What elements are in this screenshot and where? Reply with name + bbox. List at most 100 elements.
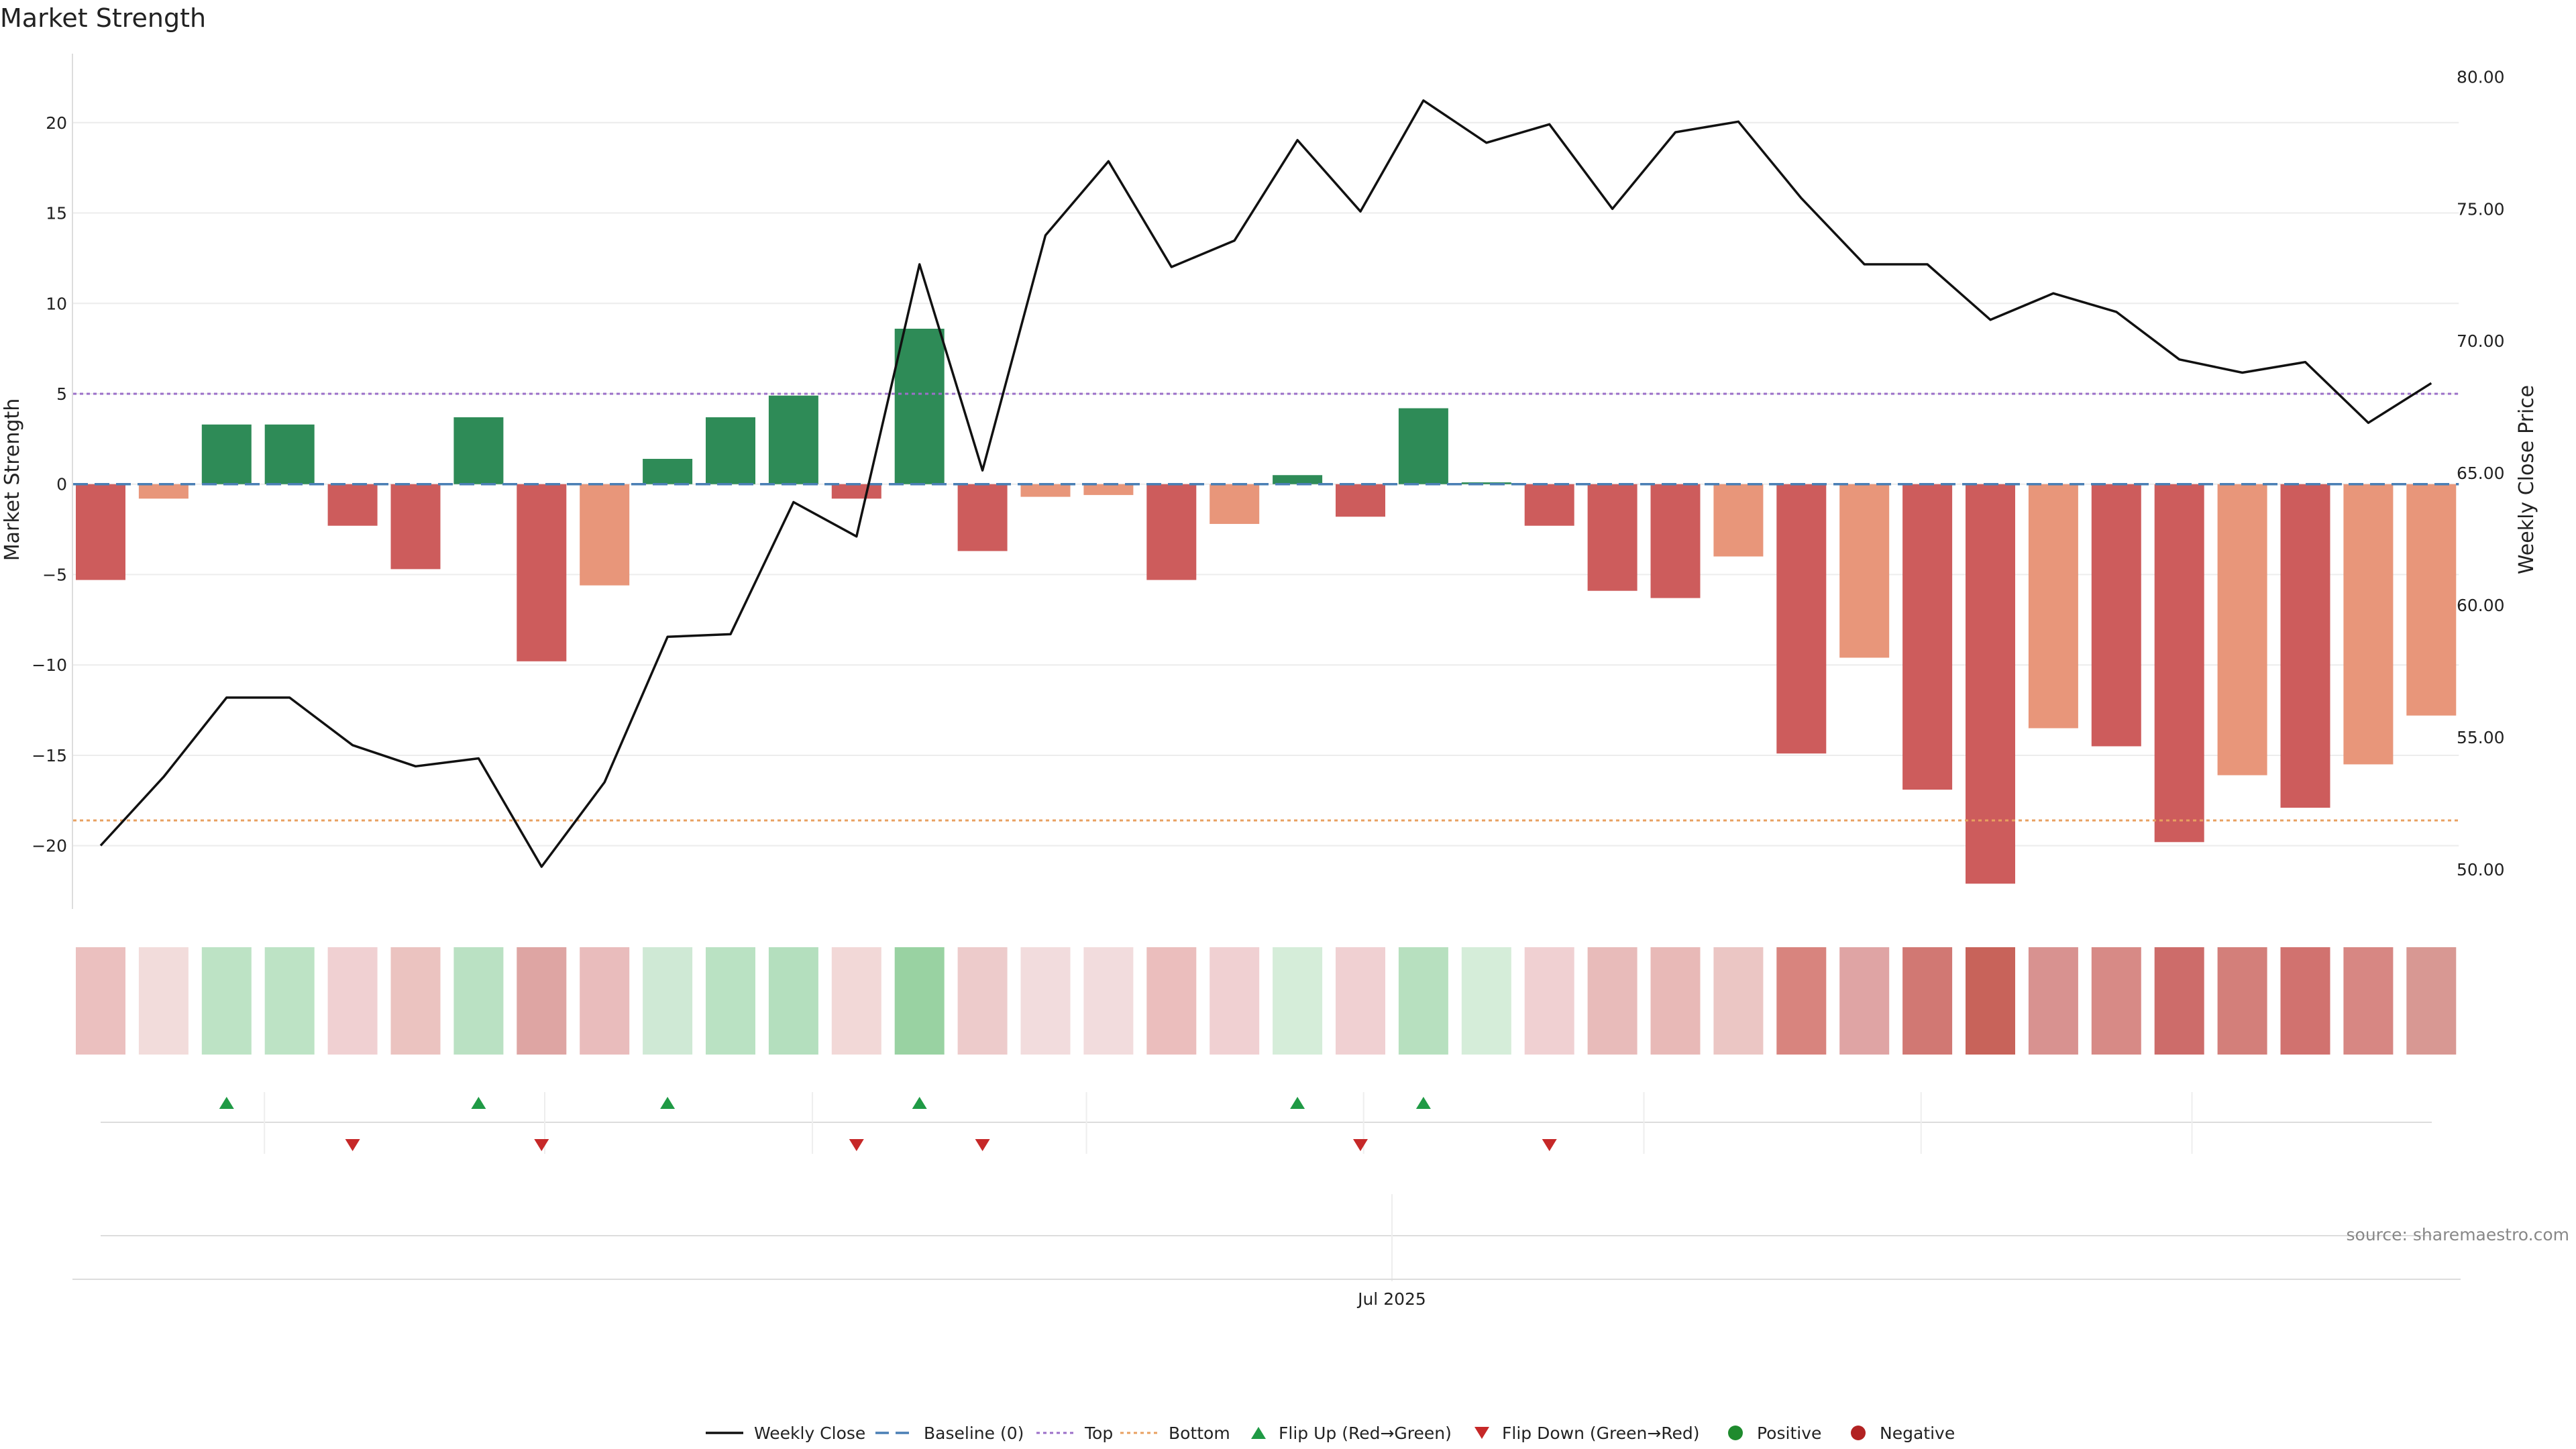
- strength-heat-strip: [76, 947, 2457, 1055]
- strength-bar: [1587, 484, 1638, 591]
- right-tick-label: 60.00: [2457, 596, 2505, 615]
- weekly-close-line-group: [99, 99, 2432, 868]
- legend-dot-symbol: [1728, 1426, 1743, 1440]
- strength-bar: [390, 484, 441, 570]
- flip-down-marker: [975, 1139, 990, 1151]
- strength-bar: [894, 328, 945, 484]
- strength-bar: [138, 484, 189, 499]
- heat-cell: [2091, 947, 2141, 1055]
- legend-item: Bottom: [1120, 1424, 1230, 1443]
- strength-bar: [706, 417, 755, 484]
- heat-cell: [580, 947, 630, 1055]
- heat-cell: [1839, 947, 1890, 1055]
- flip-down-marker: [849, 1139, 864, 1151]
- legend-item: Positive: [1728, 1424, 1821, 1443]
- heat-cell: [1966, 947, 2015, 1055]
- left-tick-label: 15: [46, 204, 67, 223]
- strength-bar: [1336, 484, 1385, 517]
- flip-down-marker: [1542, 1139, 1557, 1151]
- legend-item: Weekly Close: [706, 1424, 865, 1443]
- heat-cell: [643, 947, 693, 1055]
- strength-bar: [2406, 484, 2457, 716]
- flip-up-marker: [660, 1097, 676, 1109]
- right-tick-label: 65.00: [2457, 464, 2505, 483]
- x-tick-label: Jul 2025: [1356, 1289, 1426, 1309]
- legend-item: Flip Down (Green→Red): [1474, 1424, 1700, 1443]
- heat-cell: [327, 947, 378, 1055]
- heat-cell: [1083, 947, 1134, 1055]
- legend-label: Flip Up (Red→Green): [1279, 1424, 1452, 1443]
- heat-cell: [1524, 947, 1574, 1055]
- legend: Weekly Close Baseline (0) Top Bottom Flip Up…: [706, 1424, 1955, 1443]
- strength-bar: [1966, 484, 2015, 884]
- strength-bar: [768, 395, 818, 484]
- legend-label: Top: [1084, 1424, 1113, 1443]
- strength-bar: [1839, 484, 1890, 658]
- heat-cell: [1587, 947, 1638, 1055]
- right-axis: 50.00 55.00 60.00 65.00 70.00 75.00 80.00: [2457, 67, 2505, 879]
- strength-bar: [327, 484, 378, 526]
- strength-bar: [1083, 484, 1134, 495]
- left-tick-label: −5: [42, 565, 67, 584]
- strength-bar: [1020, 484, 1071, 497]
- heat-cell: [1776, 947, 1827, 1055]
- gridlines: [72, 54, 2459, 909]
- heat-cell: [201, 947, 252, 1055]
- legend-dot-symbol: [1851, 1426, 1866, 1440]
- strength-bar: [517, 484, 567, 661]
- heat-cell: [1398, 947, 1448, 1055]
- flip-down-marker: [1353, 1139, 1368, 1151]
- strength-bar: [2343, 484, 2394, 765]
- flip-down-marker: [345, 1139, 360, 1151]
- flip-up-marker: [912, 1097, 927, 1109]
- strength-bar: [643, 459, 693, 484]
- left-tick-label: 0: [56, 475, 67, 494]
- heat-cell: [1713, 947, 1764, 1055]
- source-note: source: sharemaestro.com: [2347, 1225, 2570, 1244]
- heat-cell: [2343, 947, 2394, 1055]
- strength-bar: [1398, 408, 1448, 484]
- flip-events-panel: [101, 1092, 2432, 1281]
- legend-triangle-up-symbol: [1251, 1427, 1266, 1439]
- right-tick-label: 75.00: [2457, 199, 2505, 219]
- heat-cell: [1461, 947, 1511, 1055]
- strength-bar: [201, 424, 252, 484]
- legend-item: Baseline (0): [875, 1424, 1024, 1443]
- left-axis-label: Market Strength: [1, 398, 24, 561]
- right-tick-label: 55.00: [2457, 728, 2505, 747]
- right-tick-label: 70.00: [2457, 331, 2505, 351]
- heat-cell: [2217, 947, 2267, 1055]
- heat-cell: [1273, 947, 1323, 1055]
- strength-bar: [1210, 484, 1260, 525]
- strength-bar: [1776, 484, 1827, 754]
- flip-up-marker: [219, 1097, 234, 1109]
- strength-bar: [2028, 484, 2078, 729]
- legend-label: Positive: [1757, 1424, 1821, 1443]
- strength-bar: [2091, 484, 2141, 747]
- strength-bars: [76, 328, 2457, 884]
- strength-bar: [1524, 484, 1574, 526]
- heat-cell: [138, 947, 189, 1055]
- strength-bar: [2280, 484, 2330, 808]
- right-tick-label: 80.00: [2457, 67, 2505, 87]
- legend-item: Negative: [1851, 1424, 1955, 1443]
- strength-bar: [1146, 484, 1197, 580]
- heat-cell: [1336, 947, 1385, 1055]
- strength-bar: [1902, 484, 1953, 790]
- left-tick-label: −20: [32, 837, 67, 856]
- strength-bar: [831, 484, 881, 499]
- heat-cell: [1020, 947, 1071, 1055]
- legend-label: Flip Down (Green→Red): [1502, 1424, 1700, 1443]
- legend-item: Top: [1036, 1424, 1113, 1443]
- heat-cell: [1146, 947, 1197, 1055]
- strength-bar: [957, 484, 1008, 551]
- left-axis: −20 −15 −10 −5 0 5 10 15 20: [32, 113, 67, 856]
- heat-cell: [768, 947, 818, 1055]
- heat-cell: [1902, 947, 1953, 1055]
- right-axis-label: Weekly Close Price: [2515, 385, 2538, 574]
- strength-bar: [76, 484, 125, 580]
- heat-cell: [1210, 947, 1260, 1055]
- reference-lines: [73, 392, 2459, 822]
- left-tick-label: −10: [32, 655, 67, 675]
